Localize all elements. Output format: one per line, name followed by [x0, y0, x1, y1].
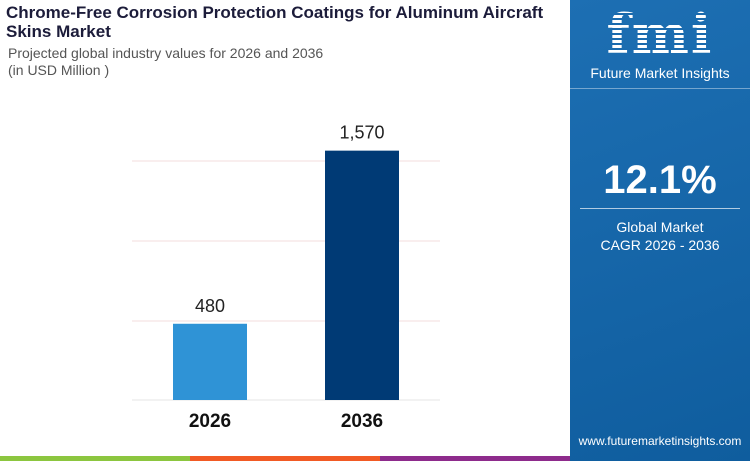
data-label: 480: [195, 296, 225, 316]
subtitle-line-1: Projected global industry values for 202…: [8, 45, 324, 61]
subtitle-line-2: (in USD Million ): [8, 62, 110, 78]
bar-2026: [173, 323, 247, 400]
chart-subtitle: Projected global industry values for 202…: [8, 45, 323, 79]
bar-2036: [325, 150, 399, 400]
footer-bar-orange: [190, 456, 380, 461]
x-tick-label: 2026: [189, 411, 231, 432]
x-tick-label: 2036: [341, 411, 383, 432]
footer-bar-purple: [380, 456, 570, 461]
logo-mark: fmi: [570, 5, 750, 63]
website-link[interactable]: www.futuremarketinsights.com: [578, 434, 742, 448]
cagr-label-2: CAGR 2026 - 2036: [600, 237, 720, 253]
chart-title: Chrome-Free Corrosion Protection Coating…: [6, 3, 544, 41]
cagr-divider: [580, 208, 740, 209]
fmi-logo: fmi Future Market Insights: [570, 5, 750, 81]
cagr-label: Global Market CAGR 2026 - 2036: [570, 218, 750, 254]
brand-name: Future Market Insights: [590, 65, 730, 81]
cagr-value: 12.1%: [603, 158, 717, 202]
footer-bar-green: [0, 456, 190, 461]
sidebar: [570, 0, 750, 461]
bar-chart: 480 2026 1,570 2036: [132, 123, 440, 432]
divider: [570, 88, 750, 89]
data-label: 1,570: [339, 123, 384, 143]
cagr-label-1: Global Market: [616, 219, 704, 235]
